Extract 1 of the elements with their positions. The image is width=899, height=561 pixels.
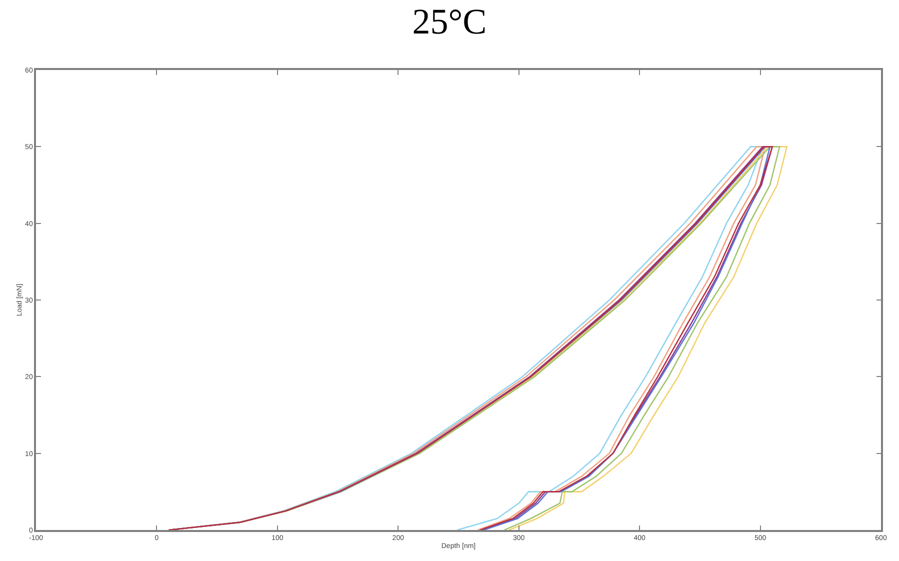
chart-title: 25°C xyxy=(412,2,487,42)
